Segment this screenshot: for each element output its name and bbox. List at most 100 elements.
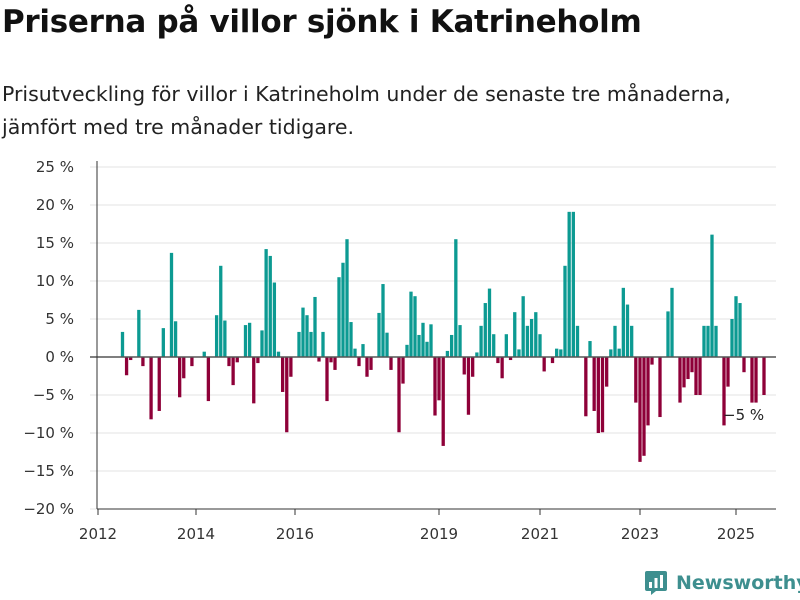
bar [361,344,365,357]
y-tick-label: 10 % [36,272,74,290]
bar [341,262,345,357]
bar [492,334,496,357]
bar [754,357,758,403]
bar [504,334,508,357]
bar [592,357,596,411]
bar [264,249,268,357]
bar [413,296,417,357]
bar [313,296,317,357]
bar [496,357,500,364]
x-axis: 2012 2014 2016 2019 2021 2023 2025 [79,161,776,543]
bar [734,296,738,357]
bar [605,357,609,387]
bar [630,325,634,357]
bar [173,321,178,357]
bar [584,357,588,417]
bar [694,357,698,395]
bar [613,325,617,357]
bar [625,304,630,357]
bar [206,357,211,402]
bar [441,357,445,446]
bar [157,357,161,411]
bar [389,357,393,370]
bar [458,325,462,357]
x-tick-label: 2012 [79,525,117,543]
x-tick-label: 2023 [621,525,659,543]
bar [137,309,141,357]
bar [555,348,559,357]
bars [120,211,766,462]
bar [483,303,487,357]
bar [670,287,674,357]
bar [256,357,260,364]
bar [678,357,682,403]
bar [272,282,277,357]
bar [437,357,441,401]
bar [738,303,742,357]
bar [702,325,706,357]
x-tick-label: 2019 [420,525,458,543]
bar [706,325,710,357]
bar [542,357,546,372]
bar [141,357,145,367]
bar [223,320,227,357]
bar [508,357,513,361]
bar [190,357,194,367]
bar [397,357,401,433]
bar [513,312,517,357]
x-tick-label: 2014 [177,525,215,543]
bar [621,287,625,357]
y-tick-label: −20 % [23,500,74,518]
bar [247,322,252,357]
bar [227,357,231,367]
bar [429,324,433,357]
bar [401,357,405,384]
bar [421,322,425,357]
bar [349,322,353,357]
bar [710,234,714,357]
bar [276,351,281,357]
bar [588,341,592,357]
bar [124,357,129,376]
bar [317,357,321,362]
bar [329,357,333,363]
bar [698,357,702,395]
bar [567,211,571,357]
bar [353,348,357,357]
bar [405,344,409,357]
bar [462,357,466,375]
bar [449,334,454,357]
bar [178,357,182,398]
y-tick-label: 5 % [45,310,74,328]
bar [285,357,289,433]
bar [596,357,600,433]
bar [726,357,730,387]
bar [471,357,475,377]
bar [529,319,534,357]
bar [301,307,305,357]
bar [182,357,186,379]
bar [243,325,248,357]
bar [235,357,239,363]
bar [454,239,458,357]
bar [538,334,542,357]
bar [149,357,153,420]
bar [600,357,605,433]
bar [563,265,567,357]
bar [417,334,421,357]
bar [120,331,125,357]
bar [550,357,555,364]
x-tick-label: 2025 [717,525,755,543]
bar [617,348,621,357]
bar [714,325,718,357]
bar [479,325,483,357]
bar [252,357,256,404]
bar [268,255,272,357]
newsworthy-logo[interactable]: Newsworthy [644,570,800,596]
bar [280,357,285,392]
bar [309,331,313,357]
bar [666,311,670,357]
bar [433,357,437,416]
bar [730,319,734,357]
bar [129,357,133,361]
